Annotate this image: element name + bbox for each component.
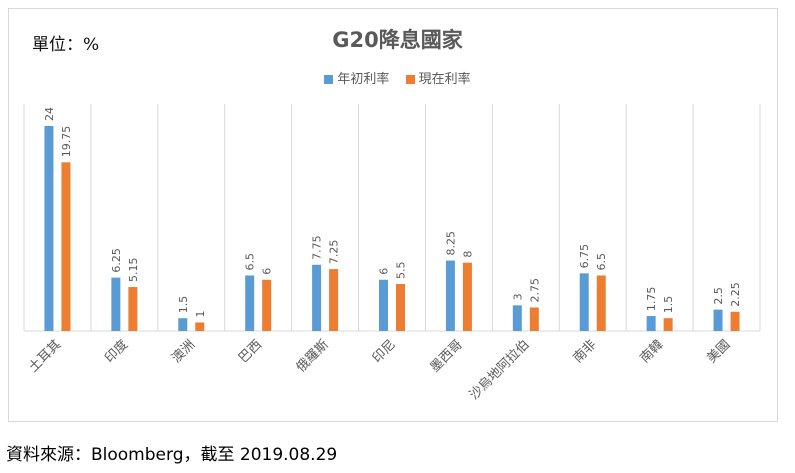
bar-series-2 (262, 279, 272, 331)
data-label-series-1: 6.75 (578, 244, 591, 269)
data-label-series-2: 5.15 (127, 258, 140, 283)
data-label-series-1: 1.75 (645, 287, 658, 312)
bar-series-2 (462, 262, 472, 331)
bar-series-2 (128, 287, 138, 331)
chart-frame (8, 8, 778, 422)
bar-series-2 (61, 162, 71, 331)
bar-series-2 (396, 284, 405, 331)
x-tick-label: 南非 (570, 337, 600, 367)
legend-label-series-2: 現在利率 (418, 72, 471, 87)
legend-swatch-series-2 (405, 75, 415, 84)
bar-series-2 (329, 269, 339, 331)
data-label-series-2: 6 (261, 268, 274, 275)
bar-series-1 (713, 309, 723, 331)
data-label-series-2: 6.5 (595, 253, 608, 271)
data-label-series-2: 7.25 (328, 240, 341, 265)
bar-series-1 (579, 273, 589, 331)
chart-title: G20降息國家 (332, 28, 463, 52)
legend-swatch-series-1 (324, 75, 334, 84)
x-tick-label: 印度 (101, 337, 131, 367)
data-label-series-2: 19.75 (60, 126, 73, 158)
bar-series-1 (512, 305, 522, 331)
x-tick-label: 印尼 (370, 337, 399, 366)
data-label-series-1: 2.5 (712, 287, 725, 305)
x-tick-label: 土耳其 (26, 337, 64, 375)
legend: 年初利率 現在利率 (0, 68, 795, 87)
data-label-series-1: 8.25 (444, 231, 457, 256)
data-label-series-1: 24 (43, 107, 56, 121)
bar-series-1 (178, 318, 188, 331)
x-tick-label: 巴西 (236, 337, 265, 366)
bar-series-1 (245, 275, 255, 331)
data-label-series-2: 8 (461, 251, 474, 258)
bar-series-1 (646, 316, 656, 331)
bar-series-2 (195, 322, 205, 331)
bar-series-2 (730, 311, 740, 331)
data-label-series-2: 5.5 (395, 262, 408, 280)
bar-series-1 (44, 126, 54, 331)
x-tick-label: 澳洲 (168, 337, 198, 367)
x-tick-label: 墨西哥 (428, 337, 466, 375)
x-tick-label: 俄羅斯 (294, 337, 332, 375)
data-label-series-1: 6 (378, 268, 391, 275)
source-note: 資料來源：Bloomberg，截至 2019.08.29 (6, 445, 338, 465)
legend-label-series-1: 年初利率 (337, 72, 390, 87)
bar-series-2 (663, 318, 673, 331)
bar-series-2 (596, 275, 606, 331)
data-label-series-1: 6.25 (110, 248, 123, 273)
data-label-series-1: 7.75 (311, 235, 324, 260)
x-tick-label: 沙烏地阿拉伯 (466, 337, 532, 403)
legend-item-series-1: 年初利率 (324, 68, 389, 87)
bar-series-1 (445, 260, 455, 331)
data-label-series-1: 1.5 (177, 296, 190, 314)
x-tick-label: 南韓 (637, 337, 667, 367)
data-label-series-2: 1 (194, 310, 207, 317)
bar-series-2 (529, 307, 539, 331)
data-label-series-2: 2.75 (528, 278, 541, 303)
data-label-series-1: 3 (511, 293, 524, 300)
data-label-series-1: 6.5 (244, 253, 257, 271)
bar-series-1 (379, 279, 388, 331)
x-tick-label: 美國 (704, 337, 733, 366)
legend-item-series-2: 現在利率 (405, 68, 471, 87)
data-label-series-2: 2.25 (729, 282, 742, 307)
bar-series-1 (312, 264, 322, 331)
data-label-series-2: 1.5 (662, 296, 675, 314)
bar-series-1 (111, 277, 121, 331)
unit-label: 單位：% (32, 35, 100, 55)
